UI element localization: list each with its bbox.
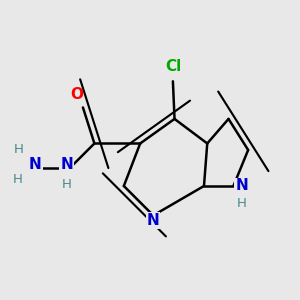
Text: Cl: Cl	[165, 59, 181, 74]
Text: H: H	[237, 197, 247, 211]
Text: N: N	[147, 213, 160, 228]
Text: H: H	[61, 178, 71, 191]
Text: O: O	[70, 87, 83, 102]
Text: H: H	[13, 173, 22, 186]
Text: N: N	[235, 178, 248, 194]
Text: N: N	[60, 157, 73, 172]
Text: H: H	[14, 143, 24, 157]
Text: N: N	[29, 157, 42, 172]
